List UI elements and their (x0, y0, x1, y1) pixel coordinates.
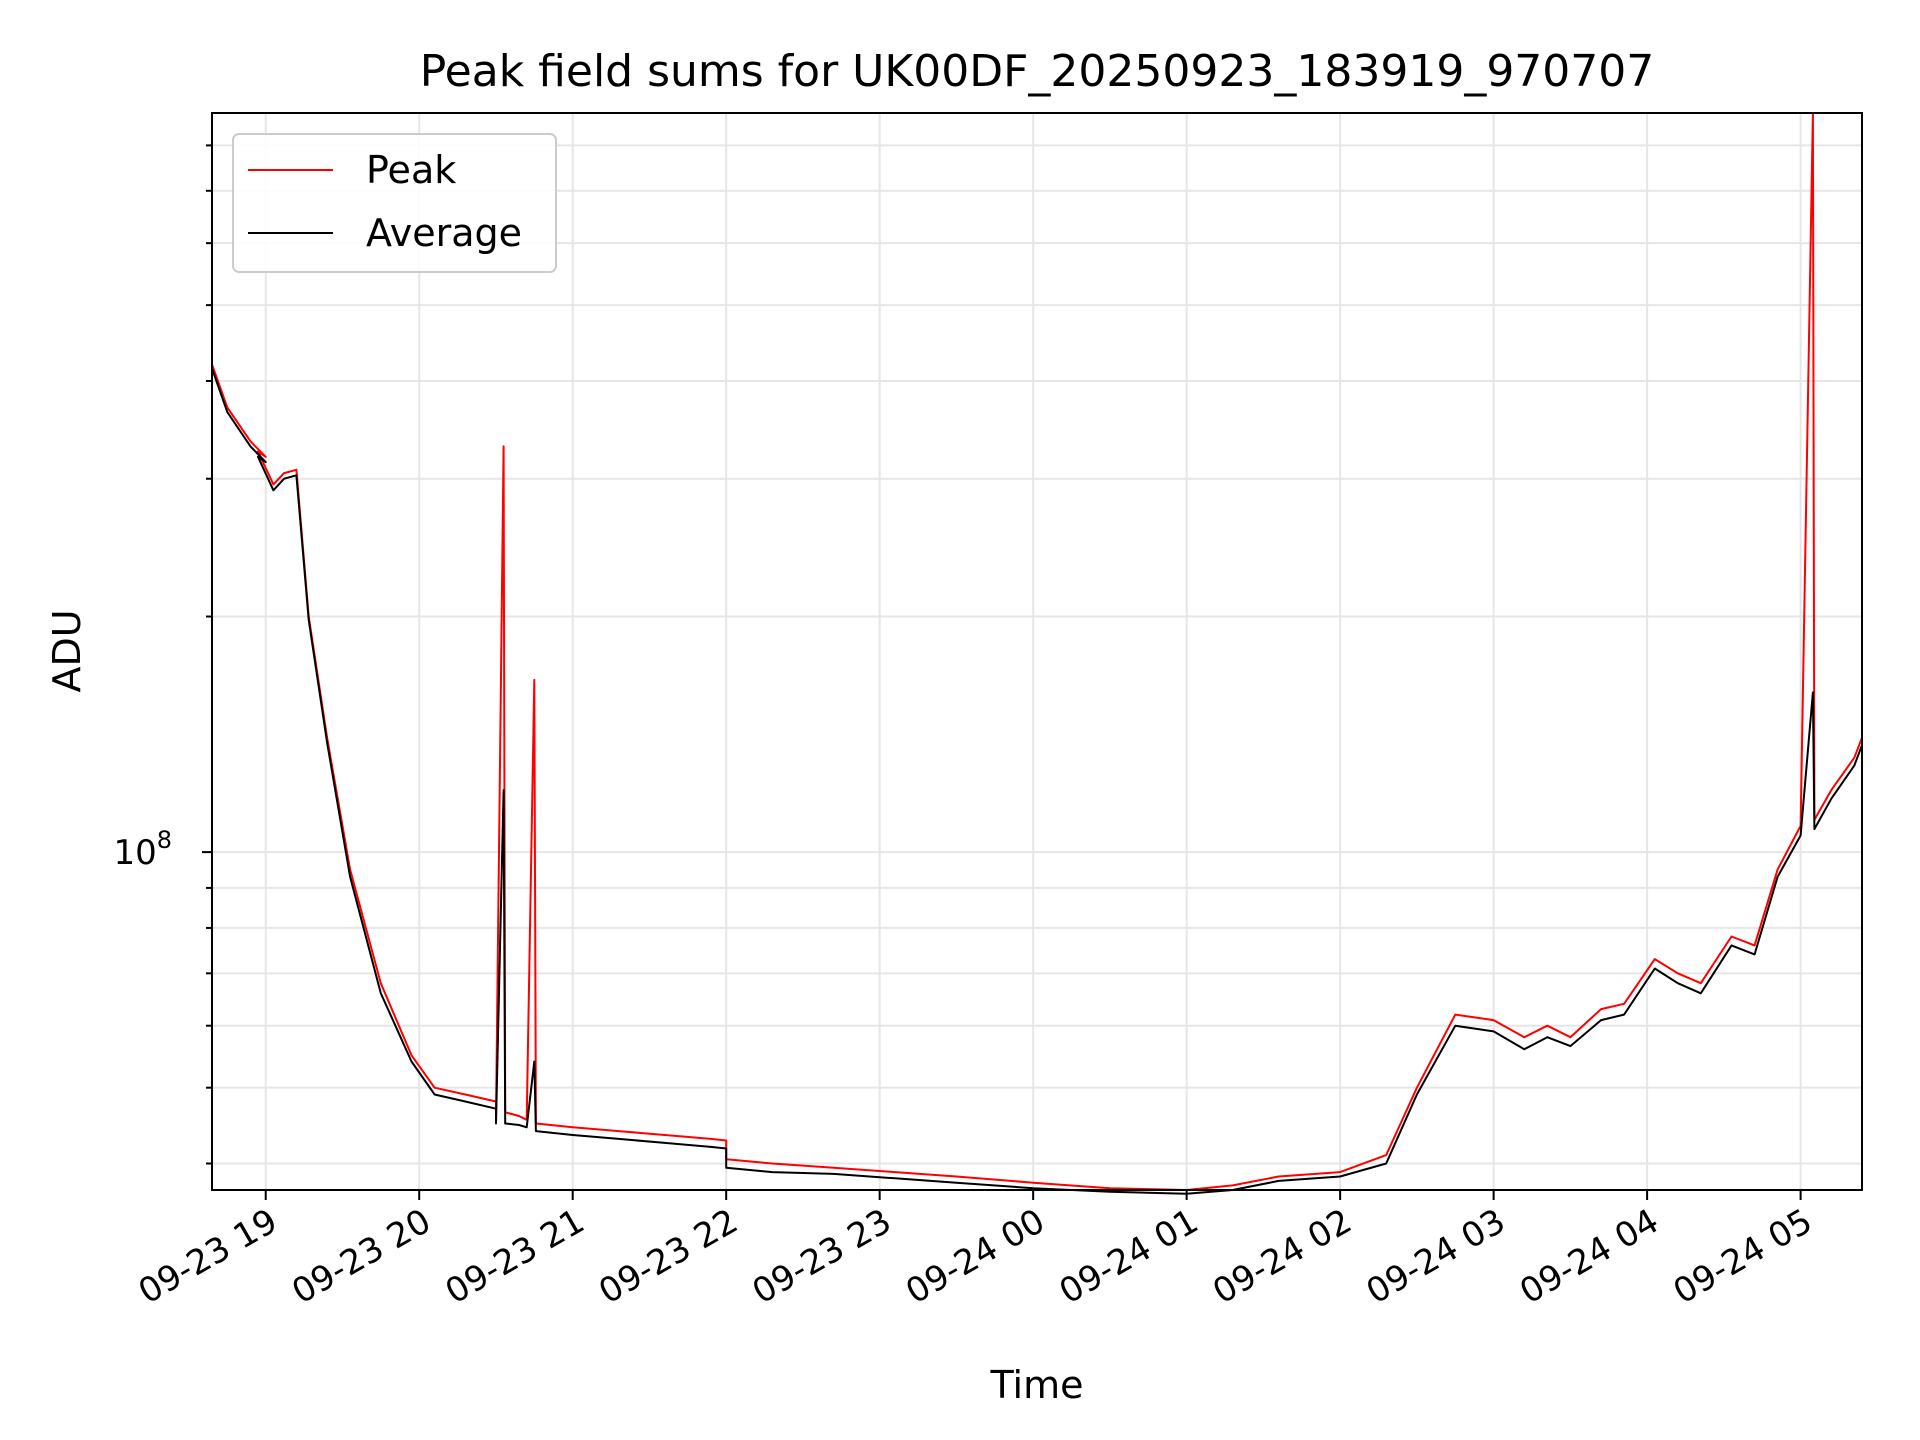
legend-box (232, 133, 557, 273)
grid (212, 113, 1862, 1190)
legend-label-average: Average (366, 211, 522, 255)
y-axis-label: ADU (45, 609, 89, 692)
series-line-average (211, 368, 1863, 1195)
chart-title: Peak field sums for UK00DF_20250923_1839… (420, 46, 1655, 97)
legend: Peak Average (232, 133, 557, 273)
legend-label-peak: Peak (366, 148, 456, 192)
series-layer (211, 112, 1863, 1195)
x-axis-label: Time (990, 1363, 1084, 1407)
y-tick-label: 108 (113, 826, 172, 873)
plot-frame (211, 112, 1863, 1191)
series-line-peak (211, 112, 1863, 1191)
